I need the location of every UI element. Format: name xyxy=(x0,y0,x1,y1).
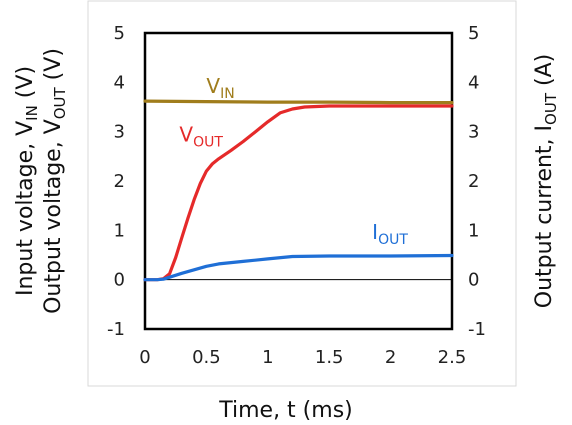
y-left-label-1-unit: (V) xyxy=(13,66,38,105)
series-line-vin xyxy=(143,99,454,105)
y-right-label-main: Output current, I xyxy=(532,125,557,308)
series-label-main: V xyxy=(179,123,193,147)
y-right-label: Output current, IOUT (A) xyxy=(532,54,560,308)
y-right-label-sub: OUT xyxy=(542,92,560,125)
y-right-tick-label: 3 xyxy=(468,122,479,143)
y-left-ticks: -1 0 1 2 3 4 5 xyxy=(107,23,125,340)
y-left-tick-label: 2 xyxy=(114,171,125,192)
x-tick-label: 2.5 xyxy=(438,347,467,368)
y-right-tick-label: 2 xyxy=(468,171,479,192)
x-tick-label: 1.5 xyxy=(315,347,344,368)
x-axis-label: Time, t (ms) xyxy=(218,398,353,423)
y-right-label-unit: (A) xyxy=(532,54,557,93)
y-left-label-2: Output voltage, VOUT (V) xyxy=(41,48,69,314)
series-label-sub: OUT xyxy=(193,135,223,151)
y-left-label-2-main: Output voltage, V xyxy=(41,119,66,314)
y-left-tick-label: 3 xyxy=(114,122,125,143)
series xyxy=(143,99,454,282)
series-line-vout xyxy=(143,104,454,282)
y-right-tick-label: 5 xyxy=(468,23,479,44)
y-right-tick-label: 4 xyxy=(468,72,479,93)
x-tick-label: 2 xyxy=(385,347,396,368)
x-tick-label: 0.5 xyxy=(192,347,221,368)
y-left-tick-label: 4 xyxy=(114,72,125,93)
y-left-label-2-unit: (V) xyxy=(41,48,66,87)
series-line-iout xyxy=(143,253,454,282)
y-left-tick-label: -1 xyxy=(107,319,125,340)
series-label-iout: IOUT xyxy=(372,220,408,248)
series-label-main: V xyxy=(206,74,220,98)
chart-frame xyxy=(87,0,517,387)
y-left-tick-label: 1 xyxy=(114,220,125,241)
x-tick-label: 0 xyxy=(139,347,150,368)
y-left-label-1: Input voltage, VIN (V) xyxy=(13,66,41,296)
y-right-tick-label: 1 xyxy=(468,220,479,241)
y-left-label-2-sub: OUT xyxy=(51,86,69,119)
y-left-label-1-main: Input voltage, V xyxy=(13,121,38,296)
series-label-sub: OUT xyxy=(378,232,408,248)
x-tick-label: 1 xyxy=(262,347,273,368)
x-ticks: 0 0.5 1 1.5 2 2.5 xyxy=(139,347,466,368)
y-right-tick-label: -1 xyxy=(468,319,486,340)
y-right-tick-label: 0 xyxy=(468,270,479,291)
y-left-tick-label: 0 xyxy=(114,270,125,291)
series-label-main: I xyxy=(372,220,378,244)
plot-area xyxy=(143,31,454,331)
series-label-vin: VIN xyxy=(206,74,234,102)
y-right-ticks: -1 0 1 2 3 4 5 xyxy=(468,23,486,340)
y-left-label-1-sub: IN xyxy=(23,105,41,121)
series-label-sub: IN xyxy=(220,86,235,102)
y-left-tick-label: 5 xyxy=(114,23,125,44)
series-label-vout: VOUT xyxy=(179,123,223,151)
